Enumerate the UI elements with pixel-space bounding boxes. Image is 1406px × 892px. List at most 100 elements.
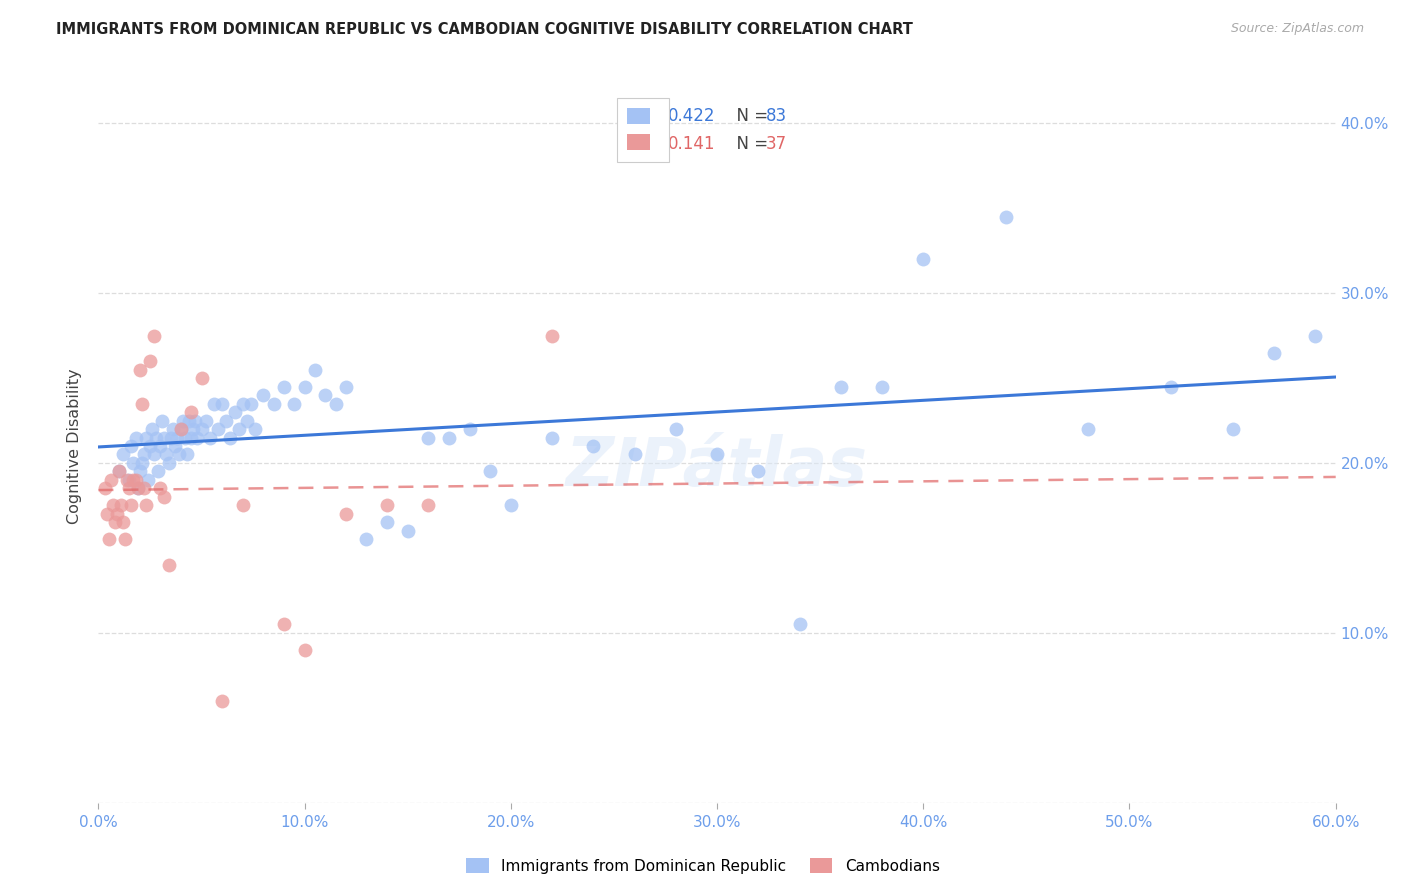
Point	[132, 448, 155, 462]
Text: N =: N =	[727, 106, 773, 125]
Point	[118, 473, 141, 487]
Point	[211, 396, 233, 410]
Point	[240, 396, 263, 410]
Point	[198, 430, 221, 444]
Point	[228, 422, 250, 436]
Point	[108, 465, 131, 479]
Point	[418, 430, 440, 444]
Point	[180, 405, 202, 419]
Point	[101, 499, 124, 513]
Point	[167, 448, 190, 462]
Point	[294, 379, 316, 393]
Point	[190, 422, 212, 436]
Point	[396, 524, 419, 538]
Text: ZIPátlas: ZIPátlas	[567, 434, 868, 500]
Point	[159, 430, 181, 444]
Point	[179, 413, 201, 427]
Point	[105, 507, 128, 521]
Point	[912, 252, 935, 266]
Point	[124, 430, 146, 444]
Point	[335, 507, 357, 521]
Point	[184, 413, 207, 427]
Point	[136, 473, 159, 487]
Point	[314, 388, 336, 402]
Point	[114, 533, 136, 547]
Point	[150, 413, 173, 427]
Point	[149, 439, 172, 453]
Point	[186, 430, 208, 444]
Point	[97, 533, 120, 547]
Point	[139, 439, 162, 453]
Point	[127, 482, 149, 496]
Point	[1077, 422, 1099, 436]
Point	[994, 210, 1017, 224]
Text: N =: N =	[727, 135, 773, 153]
Point	[665, 422, 688, 436]
Point	[194, 413, 217, 427]
Point	[789, 617, 811, 632]
Point	[252, 388, 274, 402]
Point	[157, 456, 180, 470]
Point	[232, 499, 254, 513]
Point	[243, 422, 266, 436]
Text: R =: R =	[634, 106, 669, 125]
Point	[207, 422, 229, 436]
Point	[418, 499, 440, 513]
Point	[172, 413, 194, 427]
Point	[162, 422, 184, 436]
Point	[131, 456, 153, 470]
Point	[202, 396, 225, 410]
Point	[145, 430, 167, 444]
Point	[120, 499, 142, 513]
Point	[224, 405, 246, 419]
Point	[1263, 345, 1285, 359]
Point	[135, 499, 157, 513]
Point	[153, 490, 176, 504]
Point	[1303, 328, 1326, 343]
Point	[143, 328, 166, 343]
Point	[1222, 422, 1244, 436]
Point	[375, 516, 398, 530]
Legend: Immigrants from Dominican Republic, Cambodians: Immigrants from Dominican Republic, Camb…	[460, 852, 946, 880]
Point	[236, 413, 259, 427]
Point	[283, 396, 305, 410]
Point	[104, 516, 127, 530]
Point	[166, 430, 188, 444]
Point	[174, 430, 197, 444]
Point	[93, 482, 115, 496]
Text: IMMIGRANTS FROM DOMINICAN REPUBLIC VS CAMBODIAN COGNITIVE DISABILITY CORRELATION: IMMIGRANTS FROM DOMINICAN REPUBLIC VS CA…	[56, 22, 912, 37]
Point	[100, 473, 122, 487]
Point	[190, 371, 212, 385]
Point	[215, 413, 238, 427]
Point	[176, 448, 198, 462]
Point	[163, 439, 186, 453]
Point	[582, 439, 605, 453]
Point	[170, 422, 193, 436]
Point	[149, 482, 172, 496]
Point	[180, 430, 202, 444]
Point	[335, 379, 357, 393]
Point	[830, 379, 852, 393]
Point	[157, 558, 180, 572]
Point	[263, 396, 285, 410]
Point	[541, 430, 564, 444]
Point	[108, 465, 131, 479]
Point	[499, 499, 522, 513]
Point	[122, 473, 145, 487]
Point	[541, 328, 564, 343]
Point	[706, 448, 728, 462]
Point	[273, 617, 295, 632]
Point	[219, 430, 242, 444]
Point	[131, 396, 153, 410]
Point	[1160, 379, 1182, 393]
Y-axis label: Cognitive Disability: Cognitive Disability	[67, 368, 83, 524]
Point	[124, 473, 146, 487]
Point	[112, 516, 135, 530]
Point	[458, 422, 481, 436]
Point	[96, 507, 118, 521]
Point	[479, 465, 502, 479]
Point	[120, 439, 142, 453]
Point	[211, 694, 233, 708]
Point	[170, 422, 193, 436]
Point	[155, 448, 177, 462]
